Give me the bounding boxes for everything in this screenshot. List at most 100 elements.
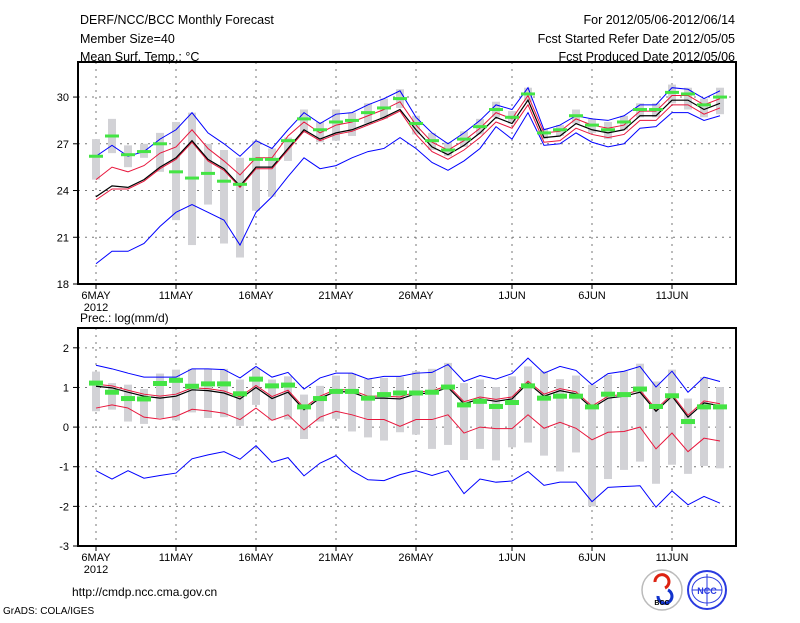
median-marker bbox=[105, 389, 119, 395]
median-marker bbox=[345, 118, 359, 122]
x-tick-label: 11MAY bbox=[159, 290, 194, 302]
y-tick-label: 30 bbox=[57, 92, 69, 104]
median-marker bbox=[121, 396, 135, 402]
median-marker bbox=[377, 392, 391, 398]
median-marker bbox=[297, 404, 311, 410]
median-marker bbox=[569, 393, 583, 399]
ensemble-range-box bbox=[700, 98, 708, 118]
produced-date: Fcst Produced Date 2012/05/06 bbox=[558, 50, 735, 64]
ensemble-range-box bbox=[236, 379, 244, 426]
median-marker bbox=[457, 402, 471, 408]
median-marker bbox=[361, 395, 375, 401]
x-tick-label: 21MAY bbox=[318, 552, 354, 564]
lower-spread-line bbox=[95, 404, 721, 453]
bcc-logo: BCC bbox=[641, 569, 683, 611]
x-tick-label: 11JUN bbox=[656, 290, 689, 302]
y-tick-label: 21 bbox=[57, 232, 69, 244]
median-marker bbox=[329, 120, 343, 124]
median-marker bbox=[665, 393, 679, 399]
ensemble-range-box bbox=[284, 376, 292, 420]
ensemble-range-box bbox=[108, 383, 116, 410]
median-marker bbox=[585, 404, 599, 410]
median-marker bbox=[521, 383, 535, 389]
upper-spread-line bbox=[95, 94, 721, 181]
ncc-logo-text: NCC bbox=[697, 586, 717, 596]
median-marker bbox=[121, 153, 135, 157]
ensemble-range-box bbox=[540, 371, 548, 456]
median-marker bbox=[521, 92, 535, 96]
ensemble-range-box bbox=[636, 363, 644, 462]
median-marker bbox=[633, 108, 647, 112]
median-marker bbox=[137, 150, 151, 154]
median-marker bbox=[569, 114, 583, 118]
upper-spread-line bbox=[95, 380, 721, 416]
median-marker bbox=[697, 404, 711, 410]
max-envelope-line bbox=[95, 86, 721, 157]
ensemble-range-box bbox=[684, 398, 692, 474]
median-marker bbox=[329, 388, 343, 394]
ensemble-range-box bbox=[716, 387, 724, 469]
ensemble-range-box bbox=[124, 384, 132, 422]
start-date: Fcst Started Refer Date 2012/05/05 bbox=[538, 32, 735, 46]
median-marker bbox=[425, 389, 439, 395]
ensemble-range-box bbox=[140, 389, 148, 424]
x-tick-label: 16MAY bbox=[238, 552, 274, 564]
median-marker bbox=[377, 106, 391, 110]
plot-frame bbox=[77, 327, 737, 547]
median-marker bbox=[713, 95, 727, 99]
median-marker bbox=[601, 391, 615, 397]
x-tick-label: 6JUN bbox=[578, 552, 606, 564]
x-tick-label: 6JUN bbox=[578, 290, 606, 302]
member-size: Member Size=40 bbox=[80, 32, 175, 46]
y-tick-label: 18 bbox=[57, 279, 69, 291]
median-marker bbox=[585, 123, 599, 127]
ensemble-range-box bbox=[668, 84, 676, 104]
median-marker bbox=[105, 134, 119, 138]
median-marker bbox=[233, 391, 247, 397]
ensemble-range-box bbox=[572, 375, 580, 453]
lower-spread-line bbox=[95, 103, 721, 201]
ensemble-range-box bbox=[204, 368, 212, 418]
y-tick-label: -2 bbox=[59, 501, 69, 513]
median-marker bbox=[553, 393, 567, 399]
median-marker bbox=[249, 157, 263, 161]
ensemble-range-box bbox=[300, 109, 308, 133]
median-marker bbox=[409, 390, 423, 396]
ensemble-range-box bbox=[156, 132, 164, 172]
ensemble-range-box bbox=[556, 379, 564, 472]
median-marker bbox=[457, 137, 471, 141]
ensemble-range-box bbox=[92, 139, 100, 180]
ensemble-range-box bbox=[588, 384, 596, 507]
ensemble-range-box bbox=[620, 371, 628, 470]
median-marker bbox=[697, 103, 711, 107]
median-marker bbox=[249, 376, 263, 382]
ensemble-range-box bbox=[268, 379, 276, 421]
median-marker bbox=[441, 384, 455, 390]
median-marker bbox=[361, 111, 375, 115]
precip-panel-title: Prec.: log(mm/d) bbox=[80, 311, 169, 325]
median-marker bbox=[537, 131, 551, 135]
plot-frame bbox=[77, 61, 737, 285]
ensemble-range-box bbox=[252, 368, 260, 405]
ensemble-range-box bbox=[428, 368, 436, 449]
x-tick-label: 26MAY bbox=[398, 552, 434, 564]
median-marker bbox=[265, 383, 279, 389]
x-tick-label: 6MAY bbox=[81, 552, 111, 564]
median-marker bbox=[473, 125, 487, 129]
ensemble-range-box bbox=[668, 369, 676, 465]
ensemble-range-box bbox=[172, 369, 180, 421]
ensemble-range-box bbox=[396, 377, 404, 433]
median-marker bbox=[505, 115, 519, 119]
x-tick-label: 21MAY bbox=[318, 290, 354, 302]
median-marker bbox=[89, 154, 103, 158]
website-url[interactable]: http://cmdp.ncc.cma.gov.cn bbox=[72, 585, 217, 599]
median-marker bbox=[473, 398, 487, 404]
x-tick-label: 11JUN bbox=[656, 552, 689, 564]
median-marker bbox=[169, 377, 183, 383]
median-marker bbox=[537, 395, 551, 401]
median-marker bbox=[217, 179, 231, 183]
chart-title: DERF/NCC/BCC Monthly Forecast bbox=[80, 13, 274, 27]
median-marker bbox=[409, 122, 423, 126]
y-tick-label: -1 bbox=[59, 462, 69, 474]
